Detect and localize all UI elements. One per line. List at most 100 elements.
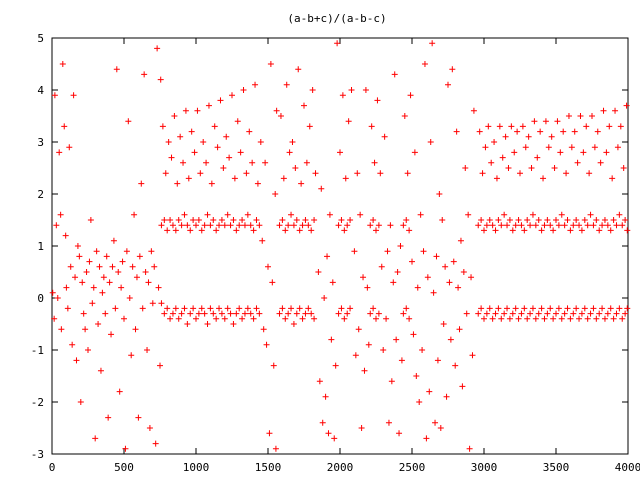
data-point	[102, 310, 109, 317]
data-point	[178, 310, 185, 317]
data-point	[110, 237, 117, 244]
data-point	[112, 305, 119, 312]
data-point	[121, 315, 127, 322]
data-point	[293, 217, 300, 223]
data-point	[312, 170, 319, 177]
data-point	[158, 222, 165, 229]
data-point	[290, 222, 297, 229]
data-point	[194, 107, 201, 114]
data-point	[155, 284, 162, 291]
data-point	[424, 274, 431, 281]
data-point	[612, 107, 619, 114]
data-point	[561, 310, 568, 317]
data-point	[224, 211, 231, 218]
data-point	[583, 123, 590, 130]
data-point	[144, 347, 151, 353]
data-point	[241, 310, 248, 317]
data-point	[596, 310, 603, 317]
data-point	[568, 144, 575, 151]
data-point	[593, 315, 600, 322]
data-point	[213, 227, 220, 234]
data-point	[157, 362, 163, 369]
data-point	[406, 227, 413, 234]
data-point	[72, 274, 79, 281]
data-point	[545, 144, 552, 151]
data-point	[338, 305, 345, 312]
data-point	[244, 305, 251, 312]
data-point	[74, 243, 81, 249]
data-point	[303, 159, 310, 166]
data-point	[508, 123, 515, 130]
data-point	[301, 102, 307, 109]
data-point	[100, 274, 107, 281]
data-point	[544, 217, 551, 223]
data-point	[136, 253, 143, 260]
data-point	[239, 315, 246, 322]
data-point	[518, 222, 525, 229]
data-point	[486, 217, 493, 223]
data-point	[553, 217, 559, 223]
data-point	[177, 133, 184, 140]
data-point	[328, 336, 335, 343]
data-point	[547, 222, 554, 229]
data-point	[442, 263, 449, 270]
data-point	[617, 123, 624, 130]
data-point	[609, 175, 616, 182]
data-point	[453, 128, 460, 135]
data-point	[488, 159, 495, 166]
data-point	[373, 315, 379, 322]
data-point	[187, 310, 194, 317]
data-point	[610, 217, 617, 223]
data-point	[332, 362, 339, 369]
data-point	[518, 310, 525, 317]
data-point	[406, 315, 413, 322]
data-point	[509, 227, 516, 234]
data-point	[167, 315, 174, 322]
data-point	[97, 367, 104, 374]
data-point	[558, 211, 565, 218]
data-point	[58, 326, 65, 333]
data-point	[584, 315, 591, 322]
data-point	[470, 107, 477, 114]
data-point	[296, 305, 303, 312]
data-point	[337, 149, 343, 156]
data-point	[285, 222, 292, 229]
plot-frame	[51, 37, 629, 455]
data-point	[550, 315, 557, 322]
data-point	[527, 310, 534, 317]
data-point	[213, 315, 220, 322]
data-point	[339, 92, 346, 99]
data-point	[347, 217, 354, 223]
data-point	[132, 326, 139, 333]
x-tick-label: 1000	[183, 461, 210, 474]
data-point	[574, 159, 581, 166]
data-point	[223, 133, 230, 140]
data-point	[56, 149, 63, 156]
data-point	[106, 279, 113, 286]
data-point	[465, 211, 472, 218]
data-point	[201, 310, 208, 317]
data-point	[573, 217, 580, 223]
data-point	[589, 113, 595, 119]
data-point	[79, 279, 86, 286]
x-tick-label: 500	[114, 461, 134, 474]
data-point	[498, 222, 505, 229]
data-point	[316, 378, 323, 385]
data-point	[109, 263, 116, 270]
data-point	[283, 81, 290, 88]
data-point	[560, 128, 567, 135]
data-point	[521, 227, 528, 234]
data-point	[305, 305, 312, 312]
data-point	[573, 305, 580, 312]
data-point	[246, 128, 253, 135]
data-point	[250, 315, 257, 322]
data-point	[491, 139, 498, 145]
data-point	[282, 315, 289, 322]
data-point	[462, 165, 469, 171]
data-point	[501, 211, 508, 218]
data-point	[64, 305, 71, 312]
data-point	[276, 310, 283, 317]
data-point	[145, 279, 152, 286]
data-point	[253, 217, 260, 223]
data-point	[538, 227, 545, 234]
